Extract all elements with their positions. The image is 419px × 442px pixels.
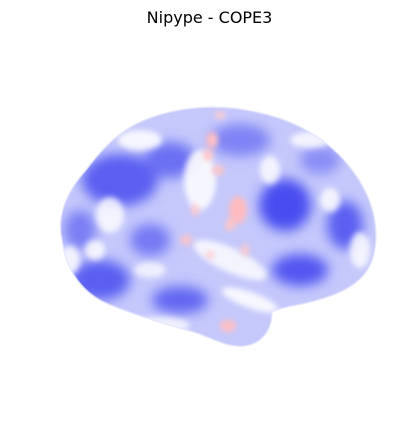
brain-outline [59, 106, 377, 347]
positive-activation-regions [180, 111, 249, 332]
figure-title: Nipype - COPE3 [146, 8, 273, 27]
negative-activation-regions [64, 124, 363, 314]
